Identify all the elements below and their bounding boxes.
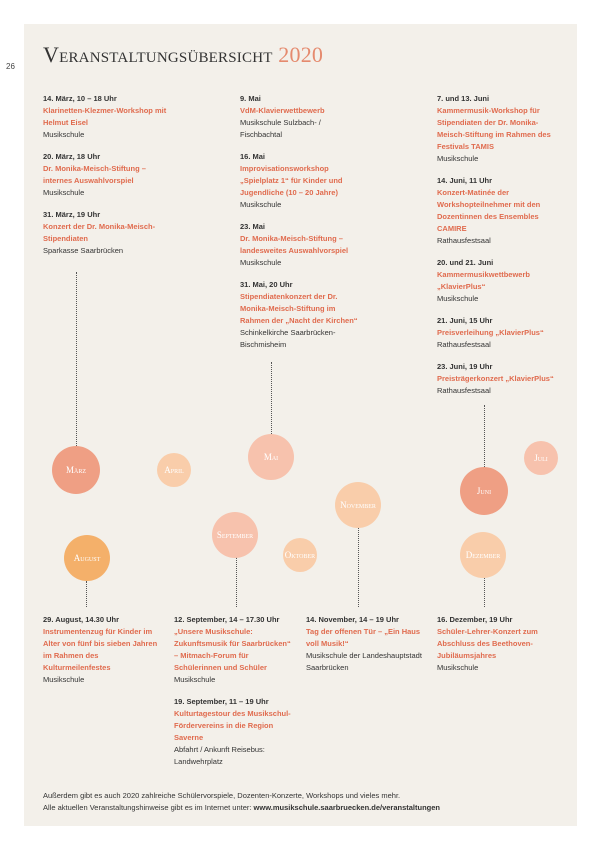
events-may: 9. Mai VdM-Klavierwettbewerb Musikschule S… <box>240 93 362 361</box>
month-marker-april: April <box>157 453 191 487</box>
event-item: 14. November, 14 – 19 Uhr Tag der offenen… <box>306 615 422 672</box>
footer-line-1: Außerdem gibt es auch 2020 zahlreiche Sc… <box>43 791 401 800</box>
month-marker-august: August <box>64 535 110 581</box>
page-title: Veranstaltungsübersicht 2020 <box>43 42 323 68</box>
connector-line <box>484 405 485 467</box>
events-december: 16. Dezember, 19 Uhr Schüler-Lehrer-Konze… <box>437 614 555 684</box>
event-item: 20. und 21. Juni Kammermusikwettbewerb „K… <box>437 258 530 303</box>
events-september: 12. September, 14 – 17.30 Uhr „Unsere Mus… <box>174 614 292 778</box>
event-item: 16. Dezember, 19 Uhr Schüler-Lehrer-Konze… <box>437 615 538 672</box>
event-item: 20. März, 18 Uhr Dr. Monika-Meisch-Stiftu… <box>43 152 146 197</box>
month-marker-maerz: März <box>52 446 100 494</box>
footer-note: Außerdem gibt es auch 2020 zahlreiche Sc… <box>43 790 440 814</box>
event-item: 16. Mai Improvisationsworkshop „Spielplat… <box>240 152 343 209</box>
event-item: 31. März, 19 Uhr Konzert der Dr. Monika-M… <box>43 210 156 255</box>
website-link[interactable]: www.musikschule.saarbruecken.de/veransta… <box>253 803 441 812</box>
month-marker-dezember: Dezember <box>460 532 506 578</box>
title-text: Veranstaltungsübersicht <box>43 42 273 67</box>
events-june: 7. und 13. Juni Kammermusik-Workshop für … <box>437 93 555 407</box>
title-year: 2020 <box>278 42 324 67</box>
event-item: 14. März, 10 – 18 Uhr Klarinetten-Klezmer… <box>43 94 167 139</box>
connector-line <box>358 528 359 607</box>
events-november: 14. November, 14 – 19 Uhr Tag der offenen… <box>306 614 424 684</box>
footer-line-2: Alle aktuellen Veranstaltungshinweise gi… <box>43 803 441 812</box>
event-item: 9. Mai VdM-Klavierwettbewerb Musikschule S… <box>240 94 325 139</box>
month-marker-november: November <box>335 482 381 528</box>
event-item: 31. Mai, 20 Uhr Stipendiatenkonzert der D… <box>240 280 358 349</box>
event-item: 21. Juni, 15 Uhr Preisverleihung „Klavier… <box>437 316 544 349</box>
month-marker-oktober: Oktober <box>283 538 317 572</box>
month-marker-september: September <box>212 512 258 558</box>
month-marker-juni: Juni <box>460 467 508 515</box>
month-marker-juli: Juli <box>524 441 558 475</box>
month-marker-mai: Mai <box>248 434 294 480</box>
event-item: 7. und 13. Juni Kammermusik-Workshop für … <box>437 94 551 163</box>
connector-line <box>76 272 77 450</box>
connector-line <box>236 557 237 607</box>
events-august: 29. August, 14.30 Uhr Instrumentenzug für… <box>43 614 161 696</box>
event-item: 12. September, 14 – 17.30 Uhr „Unsere Mus… <box>174 615 291 684</box>
event-item: 23. Juni, 19 Uhr Preisträgerkonzert „Klav… <box>437 362 554 395</box>
event-item: 29. August, 14.30 Uhr Instrumentenzug für… <box>43 615 158 684</box>
connector-line <box>271 362 272 434</box>
event-item: 19. September, 11 – 19 Uhr Kulturtagestou… <box>174 697 291 766</box>
events-march: 14. März, 10 – 18 Uhr Klarinetten-Klezmer… <box>43 93 173 267</box>
event-item: 23. Mai Dr. Monika-Meisch-Stiftung – land… <box>240 222 349 267</box>
event-item: 14. Juni, 11 Uhr Konzert-Matinée der Work… <box>437 176 541 245</box>
connector-line <box>484 578 485 607</box>
page-number: 26 <box>6 62 15 71</box>
connector-line <box>86 581 87 607</box>
